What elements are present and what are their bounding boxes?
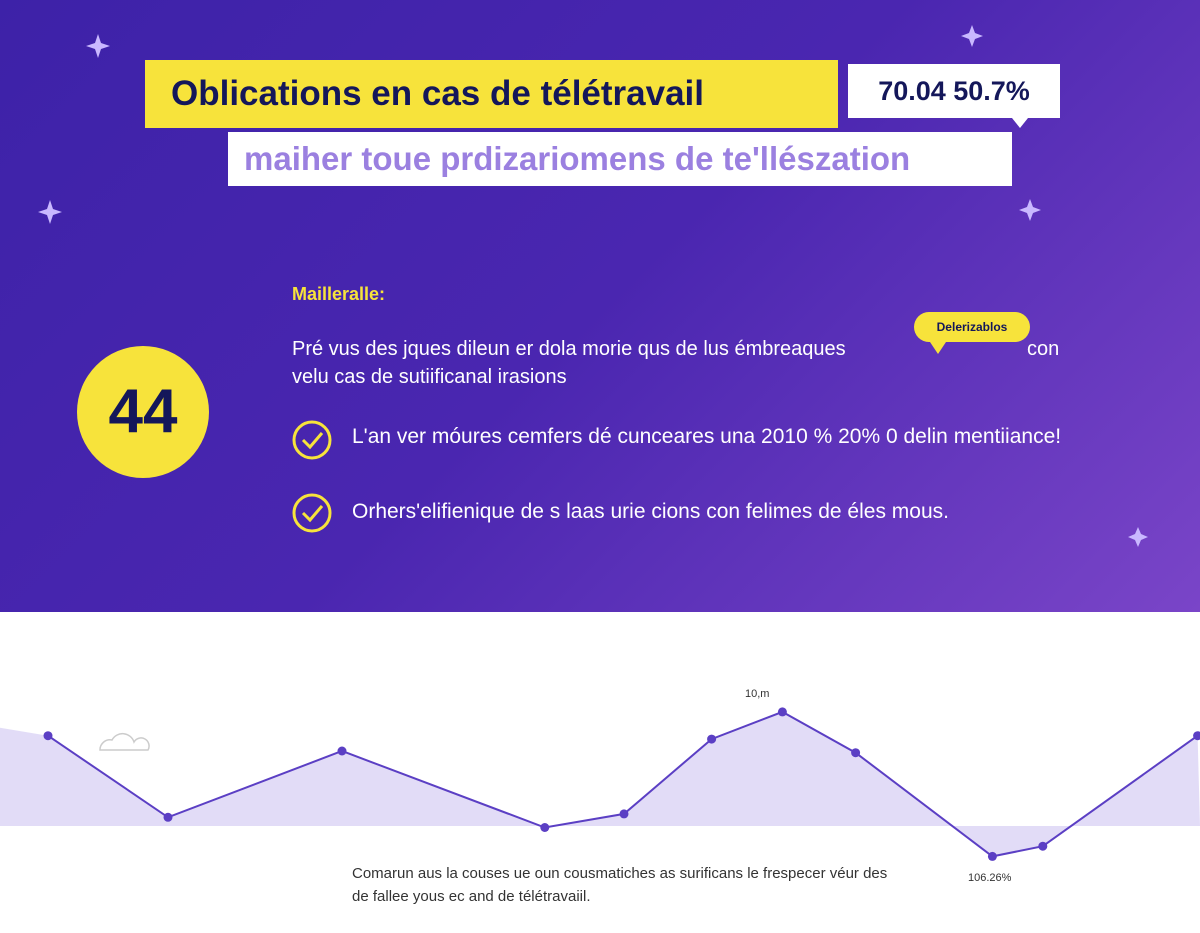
big-number: 44 <box>77 346 209 478</box>
checklist-item: L'an ver móures cemfers dé cunceares una… <box>352 425 1062 448</box>
caption: Comarun aus la couses ue oun cousmatiche… <box>352 865 888 882</box>
annotation: 106.26% <box>968 872 1012 884</box>
area <box>0 711 1200 857</box>
chart <box>0 707 1200 861</box>
decorations <box>38 25 1148 547</box>
title: Oblications en cas de télétravail <box>145 60 838 128</box>
point <box>163 812 173 822</box>
check-icons <box>292 420 332 533</box>
point <box>43 731 53 741</box>
paragraph: Pré vus des jques dileun er dola morie q… <box>292 338 846 360</box>
section-label: Mailleralle: <box>292 284 386 304</box>
point <box>619 809 629 819</box>
annotation: 10,m <box>745 688 770 700</box>
point <box>851 748 861 758</box>
paragraph: con <box>1027 338 1060 360</box>
point <box>987 851 997 861</box>
point <box>1193 731 1200 741</box>
badge: 70.04 50.7% <box>848 64 1060 118</box>
caption: de fallee yous ec and de télétravaiil. <box>352 888 591 905</box>
point <box>540 823 550 832</box>
stars <box>38 25 1148 547</box>
point <box>1038 841 1048 851</box>
point <box>707 734 717 744</box>
tooltip: Delerizablos <box>914 312 1030 342</box>
paragraph: velu cas de sutiificanal irasions <box>292 366 567 388</box>
point <box>337 746 347 756</box>
point <box>777 707 787 717</box>
checklist-item: Orhers'elifienique de s laas urie cions … <box>352 500 949 523</box>
subtitle: maiher toue prdizariomens de te'llészati… <box>228 132 1012 186</box>
